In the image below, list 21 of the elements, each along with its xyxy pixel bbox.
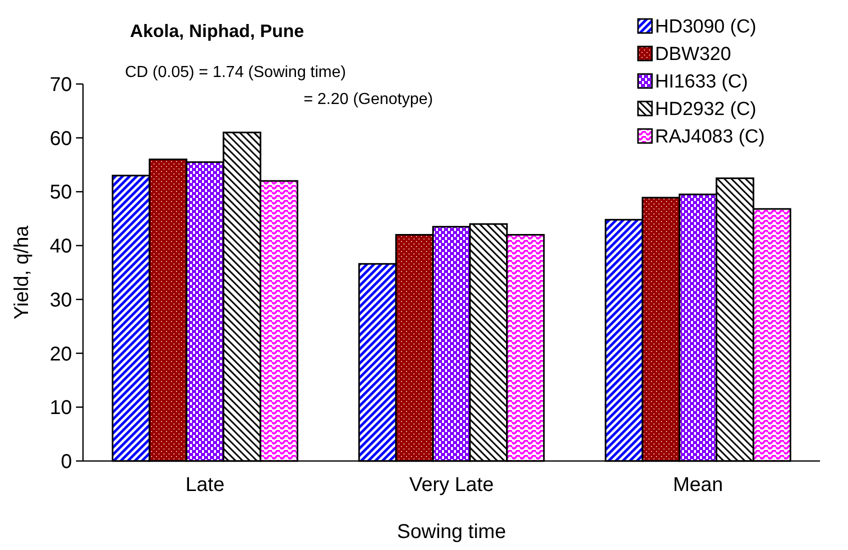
y-tick-label: 30 [50,289,72,312]
chart-title: Akola, Niphad, Pune [130,21,304,41]
y-tick-label: 60 [50,128,72,150]
y-tick-label: 0 [60,451,72,473]
y-tick-label: 10 [50,397,72,420]
legend-label: HD2932 (C) [655,99,756,120]
y-tick-label: 20 [50,343,72,366]
legend-label: HD3090 (C) [655,16,756,38]
x-axis-title: Sowing time [397,521,506,543]
legend-label: RAJ4083 (C) [655,126,765,148]
legend-label: DBW320 [655,44,732,66]
y-tick-label: 70 [50,74,72,96]
y-tick-label: 50 [50,182,72,204]
y-axis-title: Yield, q/ha [11,224,33,320]
y-tick-label: 40 [50,236,72,258]
annotation: = 2.20 (Genotype) [304,91,433,108]
x-tick-label: Mean [672,474,724,496]
x-tick-label: Very Late [409,474,494,496]
text: CD (0.05) = 1.74 (Sowing time) [125,64,346,81]
x-tick-label: Late [186,474,224,496]
legend-label: HI1633 (C) [655,72,748,93]
